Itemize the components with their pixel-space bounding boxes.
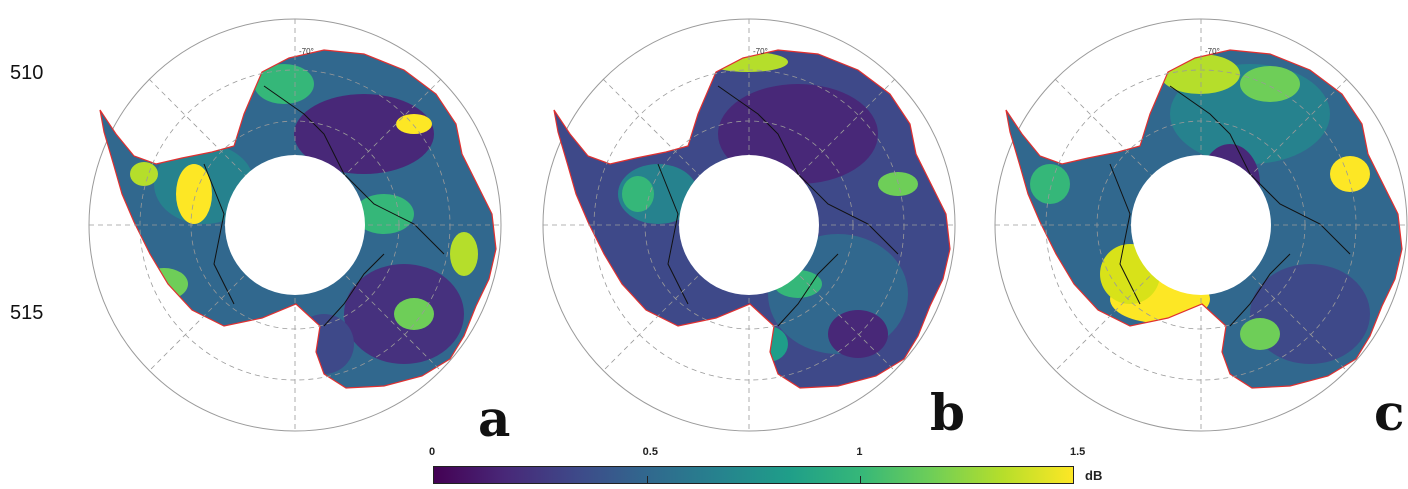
panel-letter-b: b	[930, 383, 965, 442]
antarctica-map-c: -70°	[994, 18, 1408, 432]
colorbar-tick-label: 0.5	[642, 446, 658, 458]
map-panel-c: -70° c	[990, 14, 1408, 436]
graticule	[89, 19, 501, 431]
line-number-510: 510	[10, 62, 44, 84]
antarctica-map-a: -70°	[88, 18, 502, 432]
map-panel-b: -70° b	[538, 14, 965, 438]
graticule	[543, 19, 955, 431]
latitude-label: -70°	[1205, 47, 1220, 56]
colorbar-tick-label: 1	[856, 446, 863, 458]
colorbar: 0 0.5 1 1.5 dB	[429, 446, 1133, 488]
latitude-label: -70°	[299, 47, 314, 56]
panel-letter-a: a	[478, 389, 511, 448]
latitude-label: -70°	[753, 47, 768, 56]
colorbar-tick-mark	[646, 476, 648, 484]
colorbar-tick-label: 0	[429, 446, 436, 458]
colorbar-tick-mark	[860, 476, 862, 484]
panel-letter-c: c	[1374, 383, 1405, 437]
colorbar-unit: dB	[1085, 468, 1103, 483]
line-number-515: 515	[10, 302, 44, 324]
antarctica-map-b: -70°	[542, 18, 956, 432]
graticule	[995, 19, 1407, 431]
map-panel-a: -70° a	[84, 14, 510, 444]
colorbar-tick-label: 1.5	[1070, 446, 1086, 458]
colorbar-gradient	[433, 466, 1074, 484]
